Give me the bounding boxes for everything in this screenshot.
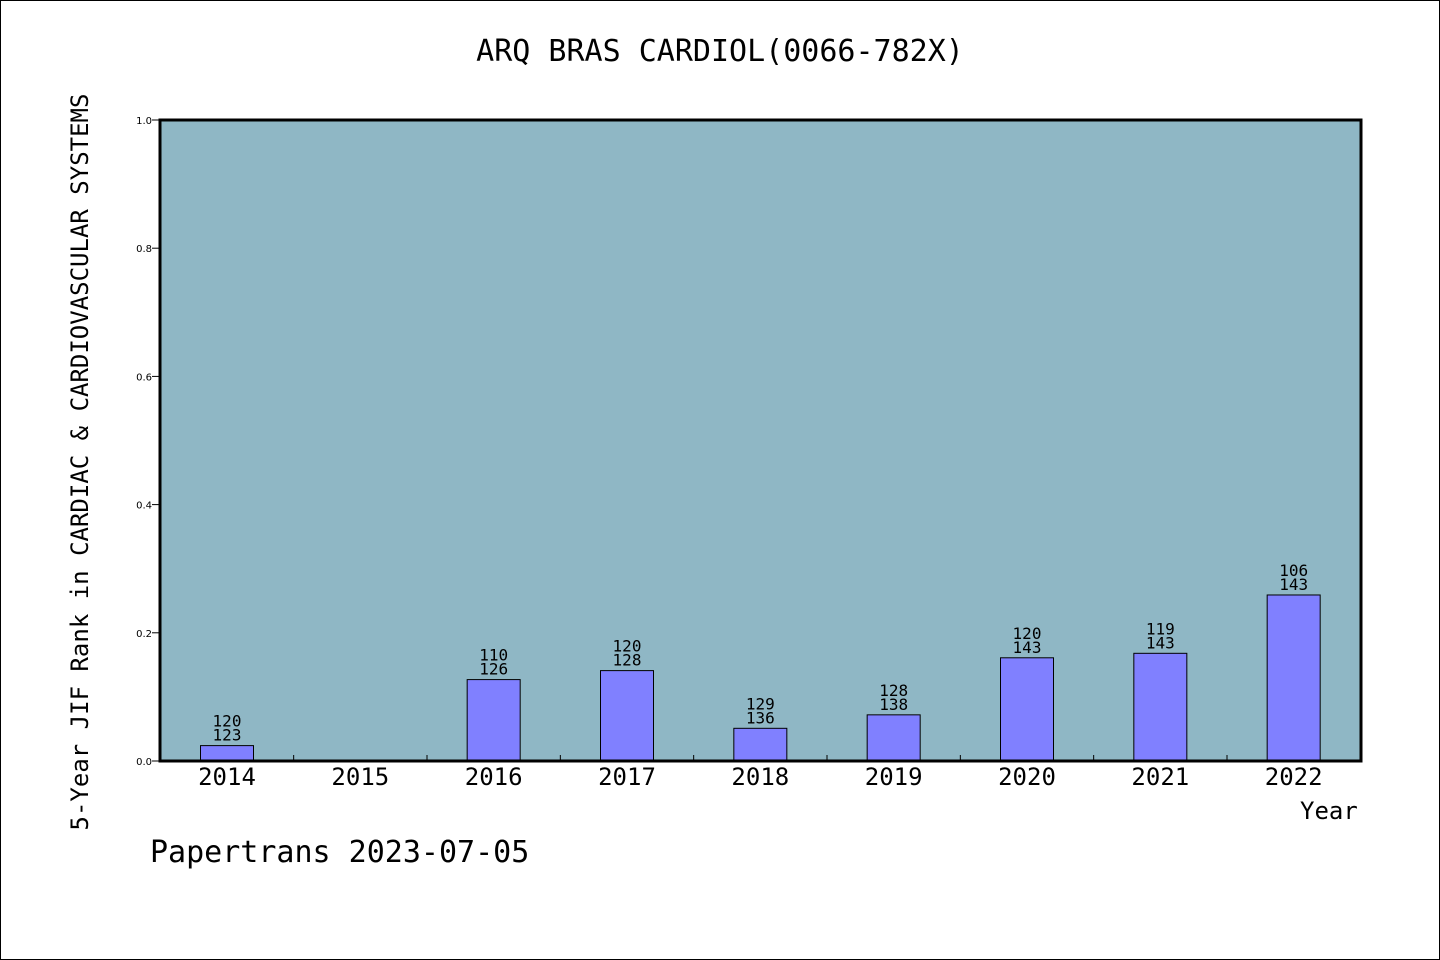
bar-2018 bbox=[733, 727, 788, 762]
y-tick-label: 0.0 bbox=[136, 757, 152, 768]
y-tick-label: 0.2 bbox=[136, 629, 152, 640]
x-tick-label: 2020 bbox=[998, 763, 1056, 791]
bar-rank-label: 120 bbox=[613, 637, 642, 656]
x-tick-label: 2022 bbox=[1265, 763, 1323, 791]
bar-total-label: 136 bbox=[746, 708, 775, 727]
footer-credit: Papertrans 2023-07-05 bbox=[150, 835, 530, 870]
y-tick-label: 0.6 bbox=[136, 372, 152, 383]
plot-border bbox=[158, 118, 1363, 763]
bar-rank-label: 119 bbox=[1146, 619, 1175, 638]
x-axis-label: Year bbox=[1300, 797, 1358, 825]
bar-total-label: 138 bbox=[879, 695, 908, 714]
bar-2019 bbox=[866, 714, 921, 762]
bar-rank-label: 120 bbox=[213, 712, 242, 731]
bar-2017 bbox=[600, 670, 654, 762]
bar-rank-label: 129 bbox=[746, 694, 775, 713]
y-tick-label: 0.4 bbox=[136, 501, 152, 512]
bar-total-label: 143 bbox=[1013, 638, 1042, 657]
bar-rank-label: 128 bbox=[879, 681, 908, 700]
y-tick-label: 0.8 bbox=[136, 244, 152, 255]
bar-rank-label: 106 bbox=[1279, 561, 1308, 580]
bar-2021 bbox=[1133, 652, 1188, 762]
chart-title: ARQ BRAS CARDIOL(0066-782X) bbox=[476, 34, 964, 69]
x-tick-label: 2019 bbox=[865, 763, 923, 791]
x-tick-label: 2018 bbox=[731, 763, 789, 791]
bar-total-label: 143 bbox=[1146, 633, 1175, 652]
bar-2022 bbox=[1266, 594, 1321, 762]
y-tick-label: 1.0 bbox=[136, 116, 152, 127]
bar-total-label: 128 bbox=[613, 651, 642, 670]
x-tick-label: 2015 bbox=[331, 763, 389, 791]
x-tick-label: 2017 bbox=[598, 763, 656, 791]
x-tick-label: 2016 bbox=[465, 763, 523, 791]
bar-rank-label: 120 bbox=[1013, 624, 1042, 643]
bar-rank-label: 110 bbox=[479, 646, 508, 665]
bar-total-label: 123 bbox=[213, 726, 242, 745]
x-tick-label: 2021 bbox=[1131, 763, 1189, 791]
x-tick-label: 2014 bbox=[198, 763, 256, 791]
bar-2020 bbox=[1000, 657, 1054, 762]
bar-2014 bbox=[200, 745, 254, 762]
bar-total-label: 143 bbox=[1279, 575, 1308, 594]
bar-total-label: 126 bbox=[479, 660, 508, 679]
bar-2016 bbox=[466, 679, 521, 762]
